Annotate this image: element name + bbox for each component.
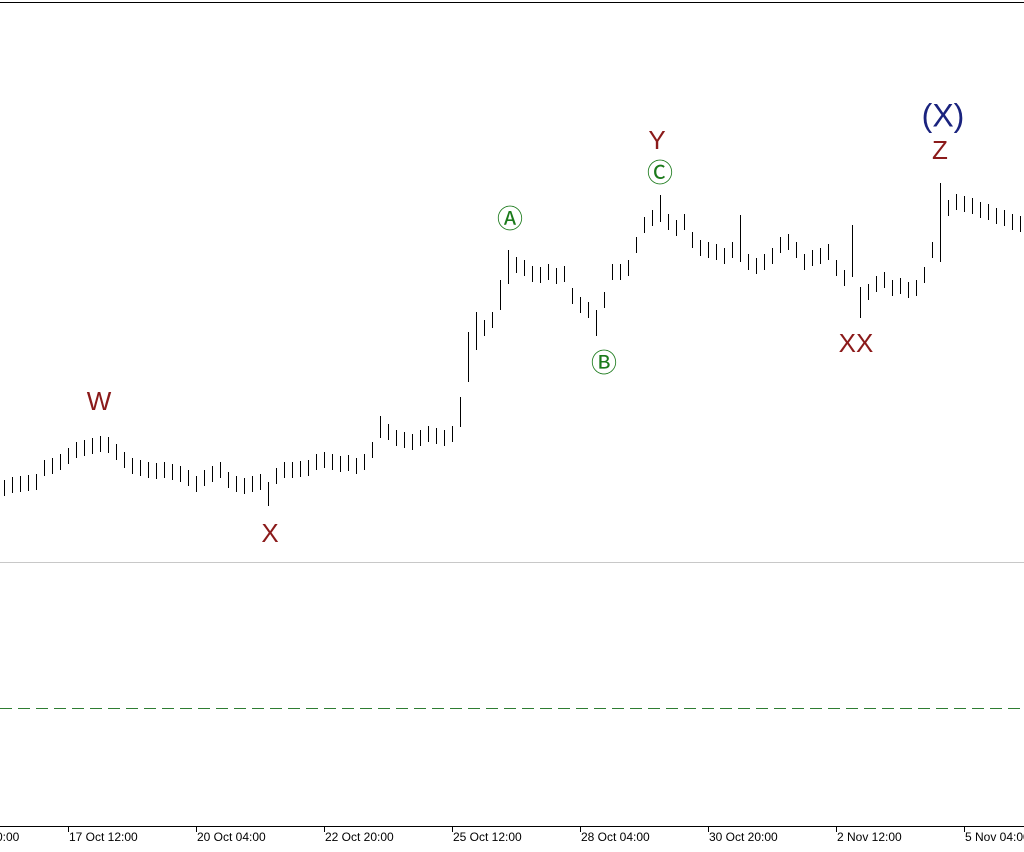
x-tick-label: 22 Oct 20:00 xyxy=(325,830,394,844)
wave-label: Ⓑ xyxy=(591,348,617,378)
wave-label: Z xyxy=(932,135,948,165)
x-tick-label: 17 Oct 12:00 xyxy=(69,830,138,844)
x-tick-label: 20 Oct 04:00 xyxy=(197,830,266,844)
wave-label: (X) xyxy=(922,97,965,133)
x-tick-label: 0:00 xyxy=(0,830,20,844)
x-tick-label: 30 Oct 20:00 xyxy=(709,830,778,844)
x-tick-label: 2 Nov 12:00 xyxy=(837,830,902,844)
x-tick-label: 5 Nov 04:00 xyxy=(965,830,1024,844)
wave-label: Ⓐ xyxy=(497,204,523,234)
wave-label: X xyxy=(261,518,278,548)
wave-label: Ⓒ xyxy=(647,158,673,188)
wave-label: Y xyxy=(648,125,665,155)
x-tick-label: 25 Oct 12:00 xyxy=(453,830,522,844)
wave-label: XX xyxy=(839,328,874,358)
x-tick-label: 28 Oct 04:00 xyxy=(581,830,650,844)
wave-label: W xyxy=(87,386,112,416)
